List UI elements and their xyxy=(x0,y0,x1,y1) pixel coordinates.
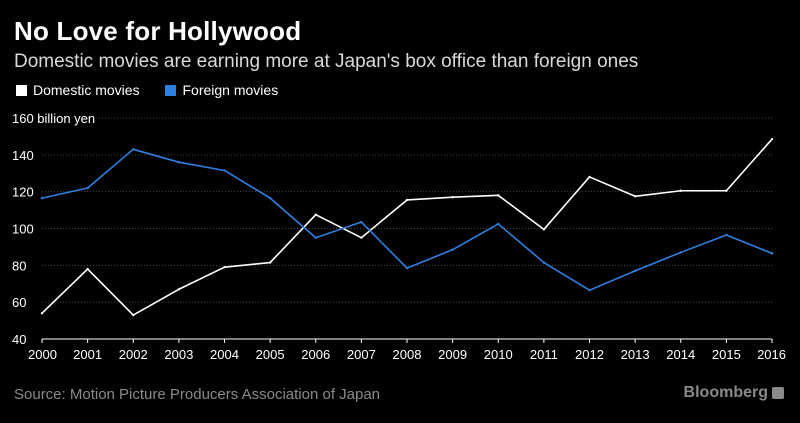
legend-swatch-domestic xyxy=(16,84,27,96)
x-tick-label: 2012 xyxy=(575,347,604,362)
data-point-foreign xyxy=(268,196,272,200)
x-tick-label: 2007 xyxy=(347,347,376,362)
data-point-foreign xyxy=(360,220,363,224)
chart-subtitle: Domestic movies are earning more at Japa… xyxy=(14,51,639,72)
data-point-domestic xyxy=(405,198,409,202)
source-note: Source: Motion Picture Producers Associa… xyxy=(14,386,381,403)
data-point-domestic xyxy=(360,236,363,239)
data-point-foreign xyxy=(588,288,591,292)
legend-item-foreign: Foreign movies xyxy=(165,82,278,98)
data-point-foreign xyxy=(770,252,774,255)
brand-logo: Bloomberg xyxy=(684,384,784,402)
y-tick-label: 40 xyxy=(12,332,26,347)
data-point-foreign xyxy=(177,161,181,164)
x-tick-label: 2016 xyxy=(757,347,786,362)
data-point-foreign xyxy=(314,236,317,239)
data-point-foreign xyxy=(223,169,226,172)
x-tick-label: 2010 xyxy=(484,347,513,362)
legend-label-foreign: Foreign movies xyxy=(182,82,279,98)
x-tick-label: 2013 xyxy=(621,347,650,362)
legend-swatch-foreign xyxy=(165,84,177,96)
series-line-domestic xyxy=(41,138,773,316)
data-point-domestic xyxy=(542,228,546,231)
x-tick-label: 2008 xyxy=(393,347,422,362)
legend-item-domestic: Domestic movies xyxy=(16,82,140,98)
x-tick-label: 2003 xyxy=(164,347,193,362)
x-tick-label: 2011 xyxy=(530,347,558,362)
brand-name: Bloomberg xyxy=(683,384,768,401)
brand-mark-icon xyxy=(772,387,784,399)
data-point-domestic xyxy=(132,313,135,317)
data-point-foreign xyxy=(679,251,682,254)
y-tick-label: 80 xyxy=(12,258,26,273)
data-point-domestic xyxy=(633,195,637,198)
data-point-domestic xyxy=(40,312,44,315)
data-point-foreign xyxy=(725,233,728,237)
x-tick-label: 2009 xyxy=(438,347,467,362)
data-point-domestic xyxy=(679,189,682,192)
data-point-domestic xyxy=(314,213,317,216)
x-tick-label: 2006 xyxy=(301,347,330,362)
x-tick-label: 2004 xyxy=(210,347,239,362)
data-point-domestic xyxy=(223,265,226,269)
data-point-foreign xyxy=(405,266,409,270)
data-point-domestic xyxy=(770,137,774,141)
y-tick-label: 160 billion yen xyxy=(12,111,95,126)
data-point-foreign xyxy=(542,261,546,264)
data-point-foreign xyxy=(132,148,135,151)
y-tick-label: 60 xyxy=(12,295,26,310)
x-tick-label: 2015 xyxy=(712,347,741,362)
data-point-domestic xyxy=(86,267,89,271)
legend: Domestic movies Foreign movies xyxy=(16,82,300,99)
chart-title: No Love for Hollywood xyxy=(14,16,302,46)
x-tick-label: 2014 xyxy=(666,347,695,362)
data-point-foreign xyxy=(497,222,500,226)
y-tick-label: 120 xyxy=(12,185,34,200)
data-point-domestic xyxy=(497,194,500,197)
data-point-domestic xyxy=(177,288,181,291)
legend-label-domestic: Domestic movies xyxy=(33,82,140,98)
data-point-domestic xyxy=(451,195,454,199)
data-point-domestic xyxy=(725,189,728,192)
x-tick-label: 2000 xyxy=(28,347,57,362)
data-point-domestic xyxy=(588,175,591,179)
y-tick-label: 140 xyxy=(12,148,34,163)
x-tick-label: 2001 xyxy=(73,347,102,362)
data-point-foreign xyxy=(451,248,454,251)
x-tick-label: 2005 xyxy=(256,347,285,362)
x-tick-label: 2002 xyxy=(119,347,148,362)
y-tick-label: 100 xyxy=(12,222,34,237)
data-point-foreign xyxy=(86,186,89,190)
data-point-foreign xyxy=(40,196,44,200)
data-point-domestic xyxy=(268,261,272,264)
data-point-foreign xyxy=(633,269,637,273)
